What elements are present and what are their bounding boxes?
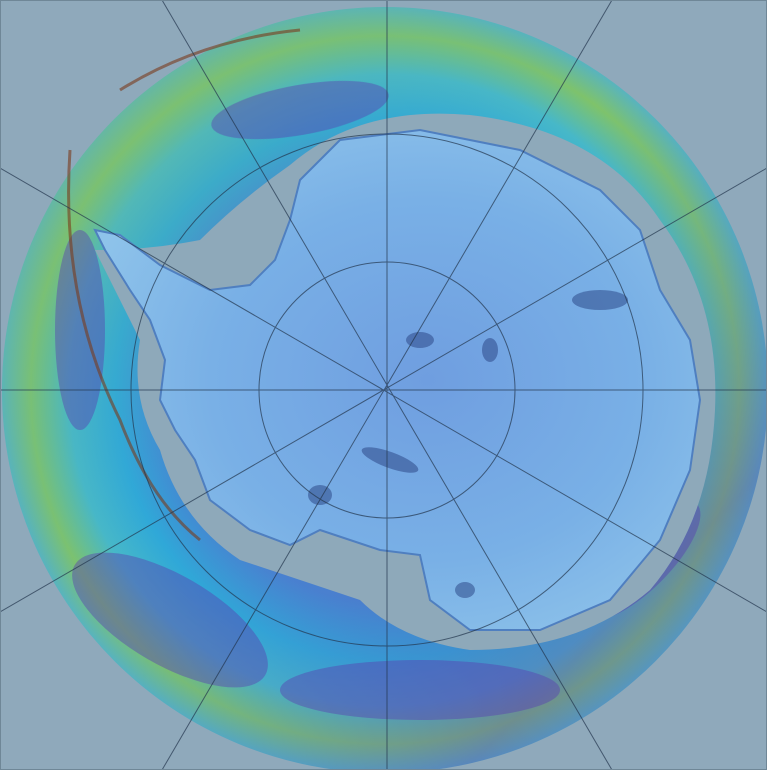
antarctica — [93, 128, 702, 631]
